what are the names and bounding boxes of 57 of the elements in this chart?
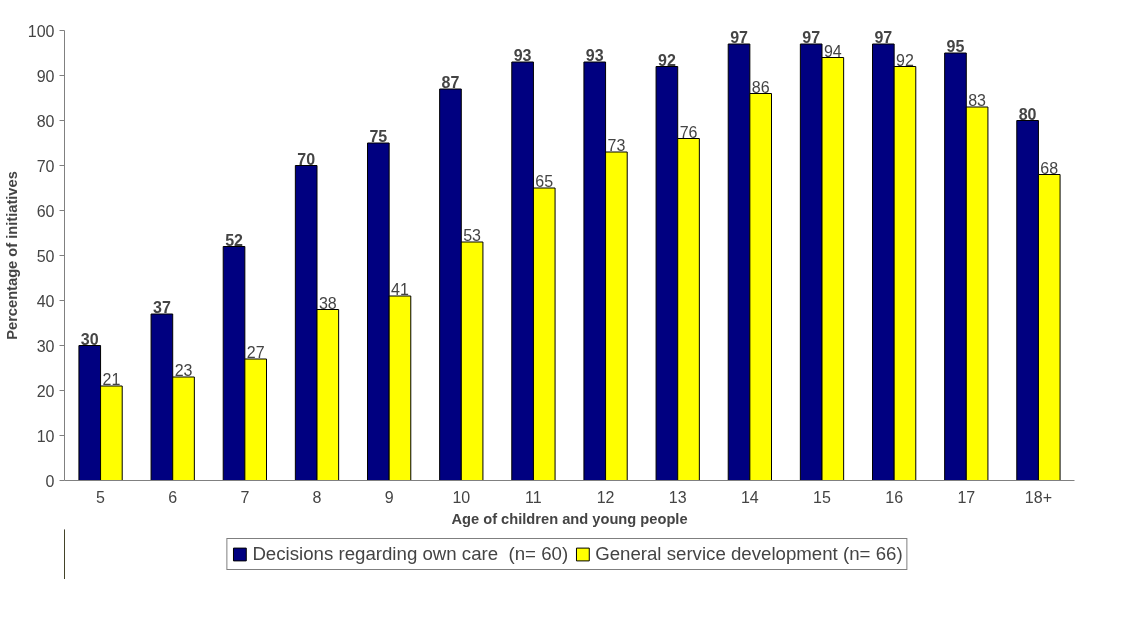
data-label: 86 — [751, 78, 770, 96]
data-label: 75 — [369, 128, 388, 145]
y-tick-label: 10 — [36, 427, 55, 445]
data-label: 73 — [607, 137, 626, 154]
data-label: 53 — [463, 227, 482, 244]
y-tick-label: 80 — [36, 112, 55, 130]
y-tick-label: 100 — [27, 22, 55, 40]
data-label: 94 — [823, 42, 842, 60]
data-label: 80 — [1018, 105, 1037, 123]
x-tick-label: 9 — [384, 488, 394, 506]
legend-label: Decisions regarding own care (n= 60) — [252, 543, 569, 565]
data-label: 65 — [535, 173, 554, 190]
data-label: 41 — [391, 281, 409, 298]
x-tick-label: 5 — [96, 488, 106, 506]
x-tick-label: 18+ — [1024, 488, 1052, 506]
x-tick-label: 14 — [740, 488, 759, 506]
data-label: 38 — [318, 294, 337, 312]
data-label: 95 — [946, 38, 965, 55]
y-tick-label: 0 — [45, 472, 55, 490]
data-label: 52 — [225, 231, 244, 249]
data-label: 93 — [585, 47, 604, 64]
x-tick-label: 6 — [168, 488, 178, 506]
data-label: 68 — [1040, 159, 1059, 177]
data-label: 92 — [657, 51, 676, 69]
y-tick-label: 50 — [36, 247, 55, 265]
data-label: 87 — [441, 74, 460, 91]
data-label: 23 — [174, 362, 193, 379]
y-tick-label: 40 — [36, 292, 55, 310]
y-axis-title: Percentage of initiatives — [3, 171, 20, 340]
data-label: 30 — [80, 330, 99, 348]
data-label: 93 — [513, 47, 532, 64]
legend-label: General service development (n= 66) — [595, 543, 903, 565]
x-tick-label: 13 — [668, 488, 687, 506]
x-tick-label: 17 — [957, 488, 976, 506]
x-tick-label: 10 — [452, 488, 471, 506]
y-tick-label: 70 — [36, 157, 55, 175]
y-tick-label: 20 — [36, 382, 55, 400]
x-tick-label: 15 — [813, 488, 831, 506]
x-tick-label: 16 — [885, 488, 904, 506]
y-tick-label: 90 — [36, 67, 55, 85]
x-tick-label: 12 — [596, 488, 615, 506]
x-tick-label: 8 — [312, 488, 322, 506]
y-tick-label: 30 — [36, 337, 55, 355]
data-label: 83 — [968, 92, 987, 109]
data-label: 76 — [679, 123, 698, 141]
data-label: 27 — [246, 344, 265, 361]
data-label: 37 — [152, 299, 171, 316]
x-tick-label: 11 — [525, 488, 542, 506]
data-label: 21 — [102, 371, 121, 388]
data-label: 92 — [896, 51, 914, 69]
y-tick-label: 60 — [36, 202, 55, 220]
x-tick-label: 7 — [240, 488, 250, 506]
data-label: 70 — [297, 150, 316, 168]
data-label: 97 — [802, 29, 821, 46]
x-axis-title: Age of children and young people — [451, 510, 688, 527]
data-label: 97 — [874, 29, 893, 46]
data-label: 97 — [730, 29, 749, 46]
